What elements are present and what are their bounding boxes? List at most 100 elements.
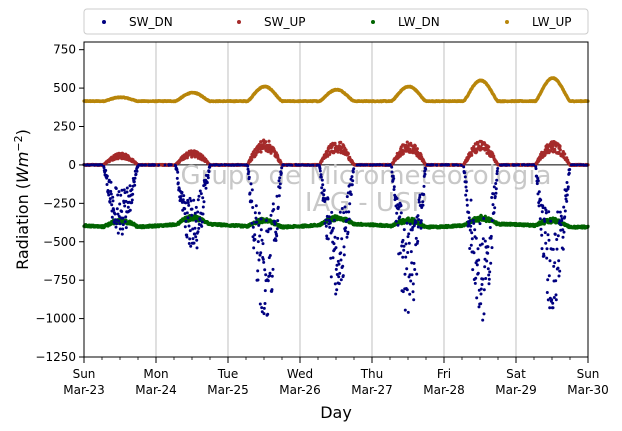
sw-dn-point [105, 183, 109, 186]
sw-dn-point [116, 231, 120, 235]
sw-dn-point [321, 183, 325, 187]
sw-dn-point [109, 180, 113, 184]
sw-dn-point [128, 184, 132, 188]
sw-dn-point [277, 194, 281, 198]
sw-dn-point [102, 166, 106, 170]
sw-dn-point [195, 246, 199, 250]
sw-dn-point [266, 230, 270, 234]
sw-dn-point [251, 206, 255, 209]
sw-dn-point [255, 220, 259, 224]
sw-dn-point [189, 199, 193, 203]
sw-dn-point [202, 200, 206, 204]
sw-dn-point [220, 163, 224, 167]
sw-dn-point [256, 278, 260, 282]
sw-dn-point [194, 219, 198, 223]
sw-dn-point [320, 186, 324, 190]
sw-dn-point [124, 215, 128, 219]
sw-dn-point [278, 176, 282, 180]
sw-dn-point [194, 205, 198, 209]
sw-up-point [558, 144, 562, 148]
sw-dn-point [257, 211, 261, 215]
sw-dn-point [200, 224, 204, 228]
sw-dn-point [180, 190, 184, 194]
sw-dn-point [115, 222, 119, 226]
sw-dn-point [113, 212, 117, 216]
sw-dn-point [115, 207, 119, 211]
sw-dn-point [324, 224, 328, 228]
sw-dn-point [157, 163, 161, 167]
sw-dn-point [256, 240, 260, 244]
sw-dn-point [197, 226, 201, 230]
sw-dn-point [319, 175, 323, 179]
sw-up-point [346, 152, 350, 156]
sw-dn-point [262, 312, 266, 316]
sw-dn-point [279, 171, 283, 175]
sw-up-point [267, 139, 271, 143]
sw-dn-point [183, 207, 187, 211]
sw-dn-point [266, 279, 270, 283]
sw-dn-point [324, 218, 328, 222]
sw-dn-point [133, 176, 137, 180]
sw-dn-point [253, 238, 257, 241]
sw-up-point [250, 158, 254, 162]
sw-dn-point [253, 211, 257, 215]
sw-dn-point [322, 188, 326, 192]
sw-dn-point [182, 194, 186, 198]
sw-dn-point [201, 196, 205, 200]
sw-dn-point [121, 216, 125, 220]
sw-dn-point [122, 188, 126, 192]
sw-dn-point [318, 169, 322, 173]
sw-up-point [470, 153, 474, 157]
sw-dn-point [198, 218, 202, 222]
sw-dn-point [181, 198, 185, 202]
sw-dn-point [199, 192, 203, 196]
sw-dn-point [275, 227, 279, 231]
sw-dn-point [261, 257, 265, 261]
sw-dn-point [176, 170, 180, 174]
sw-dn-point [247, 170, 251, 174]
sw-dn-point [111, 195, 115, 199]
sw-up-point [475, 149, 479, 154]
sw-dn-point [114, 225, 118, 229]
sw-dn-point [190, 207, 194, 211]
sw-dn-point [260, 238, 264, 242]
sw-dn-point [184, 201, 188, 205]
sw-dn-point [263, 302, 267, 305]
sw-dn-point [201, 205, 205, 209]
sw-dn-point [250, 199, 254, 203]
sw-dn-point [259, 251, 263, 255]
sw-dn-point [116, 193, 120, 197]
sw-dn-point [123, 204, 127, 208]
sw-dn-point [190, 213, 194, 217]
sw-dn-point [110, 203, 114, 207]
sw-dn-point [206, 176, 210, 180]
sw-dn-point [263, 268, 267, 272]
sw-up-point [415, 147, 419, 151]
sw-dn-point [320, 178, 324, 182]
sw-dn-point [117, 190, 121, 194]
sw-dn-point [105, 174, 109, 178]
sw-up-point [333, 141, 337, 145]
sw-dn-point [257, 258, 261, 262]
sw-dn-point [263, 289, 267, 293]
sw-dn-point [207, 170, 211, 174]
sw-dn-point [192, 198, 196, 202]
sw-dn-point [134, 172, 138, 176]
sw-dn-point [257, 223, 261, 227]
sw-dn-point [183, 225, 187, 229]
sw-dn-point [126, 205, 130, 209]
sw-dn-point [273, 219, 277, 223]
sw-dn-point [198, 189, 202, 193]
sw-up-point [472, 145, 476, 149]
sw-dn-point [322, 193, 326, 197]
sw-dn-point [278, 186, 282, 190]
sw-dn-point [266, 312, 270, 316]
sw-up-point [336, 150, 340, 154]
sw-dn-point [130, 198, 134, 202]
sw-dn-point [195, 238, 199, 242]
sw-dn-point [274, 239, 278, 242]
sw-dn-point [153, 163, 157, 167]
sw-dn-point [121, 223, 125, 227]
sw-dn-point [196, 230, 200, 234]
sw-dn-point [187, 242, 191, 245]
